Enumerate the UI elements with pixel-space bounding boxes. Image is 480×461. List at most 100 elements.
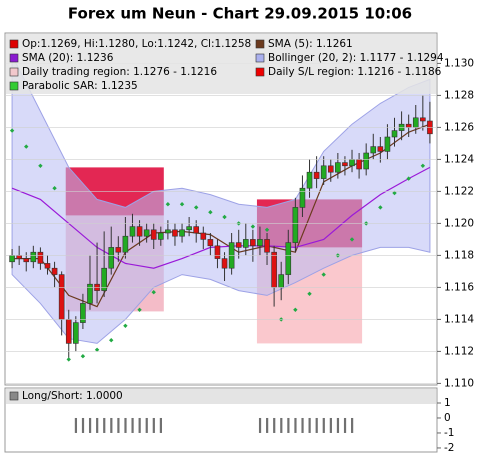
candle-body xyxy=(221,258,228,269)
y-tick-label: 1.124 xyxy=(444,153,474,165)
indicator-line xyxy=(11,166,431,269)
legend-swatch xyxy=(9,391,19,401)
bar xyxy=(145,417,148,433)
bar xyxy=(117,417,120,433)
candle-body xyxy=(200,232,207,240)
candle-body xyxy=(58,274,65,320)
candle-body xyxy=(16,255,22,259)
candle-body xyxy=(37,251,44,264)
y-tick-label: 1.116 xyxy=(444,281,474,293)
candle-body xyxy=(214,245,221,259)
sar-dot xyxy=(307,291,312,296)
legend-swatch xyxy=(9,39,19,49)
legend-label: SMA (5): 1.1261 xyxy=(268,38,353,50)
candle-body xyxy=(115,247,122,253)
candle-body xyxy=(186,226,192,231)
candle-body xyxy=(257,239,263,247)
sar-dot xyxy=(250,224,256,229)
candle-body xyxy=(101,267,107,291)
sar-dot xyxy=(349,237,355,242)
candle-body xyxy=(44,263,51,269)
bar xyxy=(351,417,354,433)
candle-body xyxy=(242,239,249,248)
candle-body xyxy=(73,322,79,344)
sar-dot xyxy=(420,163,426,168)
bar xyxy=(308,417,311,433)
sar-dot xyxy=(165,202,171,207)
legend-swatch xyxy=(255,67,265,77)
sar-dot xyxy=(38,163,43,168)
y-tick-label: -1 xyxy=(444,427,454,439)
bar xyxy=(315,417,318,433)
legend-label: Daily trading region: 1.1276 - 1.1216 xyxy=(22,66,217,78)
sar-dot xyxy=(137,307,142,312)
sar-dot xyxy=(208,210,213,215)
bar xyxy=(329,417,332,433)
plot-area xyxy=(74,417,354,433)
candle-body xyxy=(335,162,341,173)
legend-label: Daily S/L region: 1.1216 - 1.1186 xyxy=(268,66,442,78)
candle-body xyxy=(179,229,185,237)
bollinger-band xyxy=(11,55,431,344)
candle-body xyxy=(349,159,355,167)
y-tick-label: 1.122 xyxy=(444,185,474,197)
bar xyxy=(159,417,163,433)
legend-box xyxy=(6,34,436,94)
candle-body xyxy=(136,226,143,237)
candle-body xyxy=(370,146,377,154)
candle-body xyxy=(377,146,384,152)
bar xyxy=(343,417,347,433)
candle-body xyxy=(278,274,284,288)
bar xyxy=(81,417,85,433)
candle-body xyxy=(193,226,200,234)
sar-dot xyxy=(151,290,156,295)
y-tick-label: -2 xyxy=(444,442,454,454)
sar-dot xyxy=(179,202,185,207)
sar-dot xyxy=(80,354,86,359)
sar-dot xyxy=(194,205,199,210)
candle-body xyxy=(122,235,129,253)
candle-body xyxy=(250,239,256,247)
legend-swatch xyxy=(9,53,19,63)
candle-body xyxy=(264,239,270,253)
candle-body xyxy=(87,283,93,304)
sar-dot xyxy=(264,227,270,232)
legend-label: Op:1.1269, Hi:1.1280, Lo:1.1242, Cl:1.12… xyxy=(22,38,251,50)
candle-body xyxy=(30,251,37,263)
sar-dot xyxy=(392,190,397,196)
bar xyxy=(287,417,290,433)
candle-body xyxy=(306,171,313,189)
bar xyxy=(96,417,99,433)
candle-body xyxy=(65,319,72,344)
candle-body xyxy=(342,162,348,167)
sar-dot xyxy=(378,205,383,210)
candle-body xyxy=(285,242,292,275)
legend-swatch xyxy=(9,81,19,91)
candle-body xyxy=(320,165,327,179)
candle-body xyxy=(292,207,299,243)
bar xyxy=(280,417,283,433)
y-tick-label: 1.114 xyxy=(444,313,474,325)
bar xyxy=(322,417,325,433)
sar-dot xyxy=(52,186,57,191)
bar xyxy=(131,417,134,433)
candle-body xyxy=(129,226,136,237)
candle-body xyxy=(165,229,171,234)
candle-body xyxy=(207,239,214,247)
y-tick-label: 1.130 xyxy=(444,57,474,69)
bar xyxy=(138,417,141,433)
bar xyxy=(258,417,262,433)
sar-dot xyxy=(222,214,227,220)
candle-body xyxy=(150,229,157,240)
bar xyxy=(152,417,155,433)
candle-body xyxy=(172,229,178,237)
candle-body xyxy=(363,152,369,170)
candle-body xyxy=(51,267,58,275)
sar-dot xyxy=(293,307,298,312)
bar xyxy=(103,417,106,433)
legend-box xyxy=(6,389,436,404)
sar-dot xyxy=(321,272,326,277)
candle-body xyxy=(313,171,320,179)
bar xyxy=(336,417,340,433)
candle-body xyxy=(412,117,419,128)
